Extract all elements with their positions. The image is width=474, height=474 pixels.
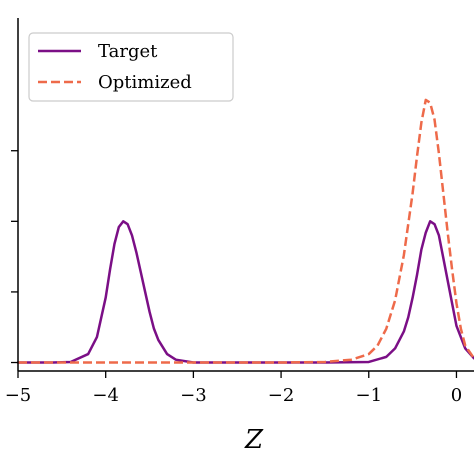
x-tick-label: −4	[92, 385, 119, 406]
x-axis-title: Z	[244, 425, 264, 455]
ticks-layer: −5 −4 −3 −2 −1 0	[5, 150, 462, 406]
x-tick-label: −3	[180, 385, 207, 406]
series-line-optimized	[18, 98, 474, 364]
x-tick-label: −2	[268, 385, 295, 406]
axes-layer	[17, 18, 474, 372]
x-tick-label: 0	[451, 385, 462, 406]
legend: Target Optimized	[28, 32, 234, 102]
x-tick-label: −5	[5, 385, 32, 406]
legend-label-target: Target	[98, 41, 158, 62]
x-tick-label: −1	[355, 385, 382, 406]
legend-label-optimized: Optimized	[98, 72, 192, 93]
series-layer	[16, 98, 474, 364]
